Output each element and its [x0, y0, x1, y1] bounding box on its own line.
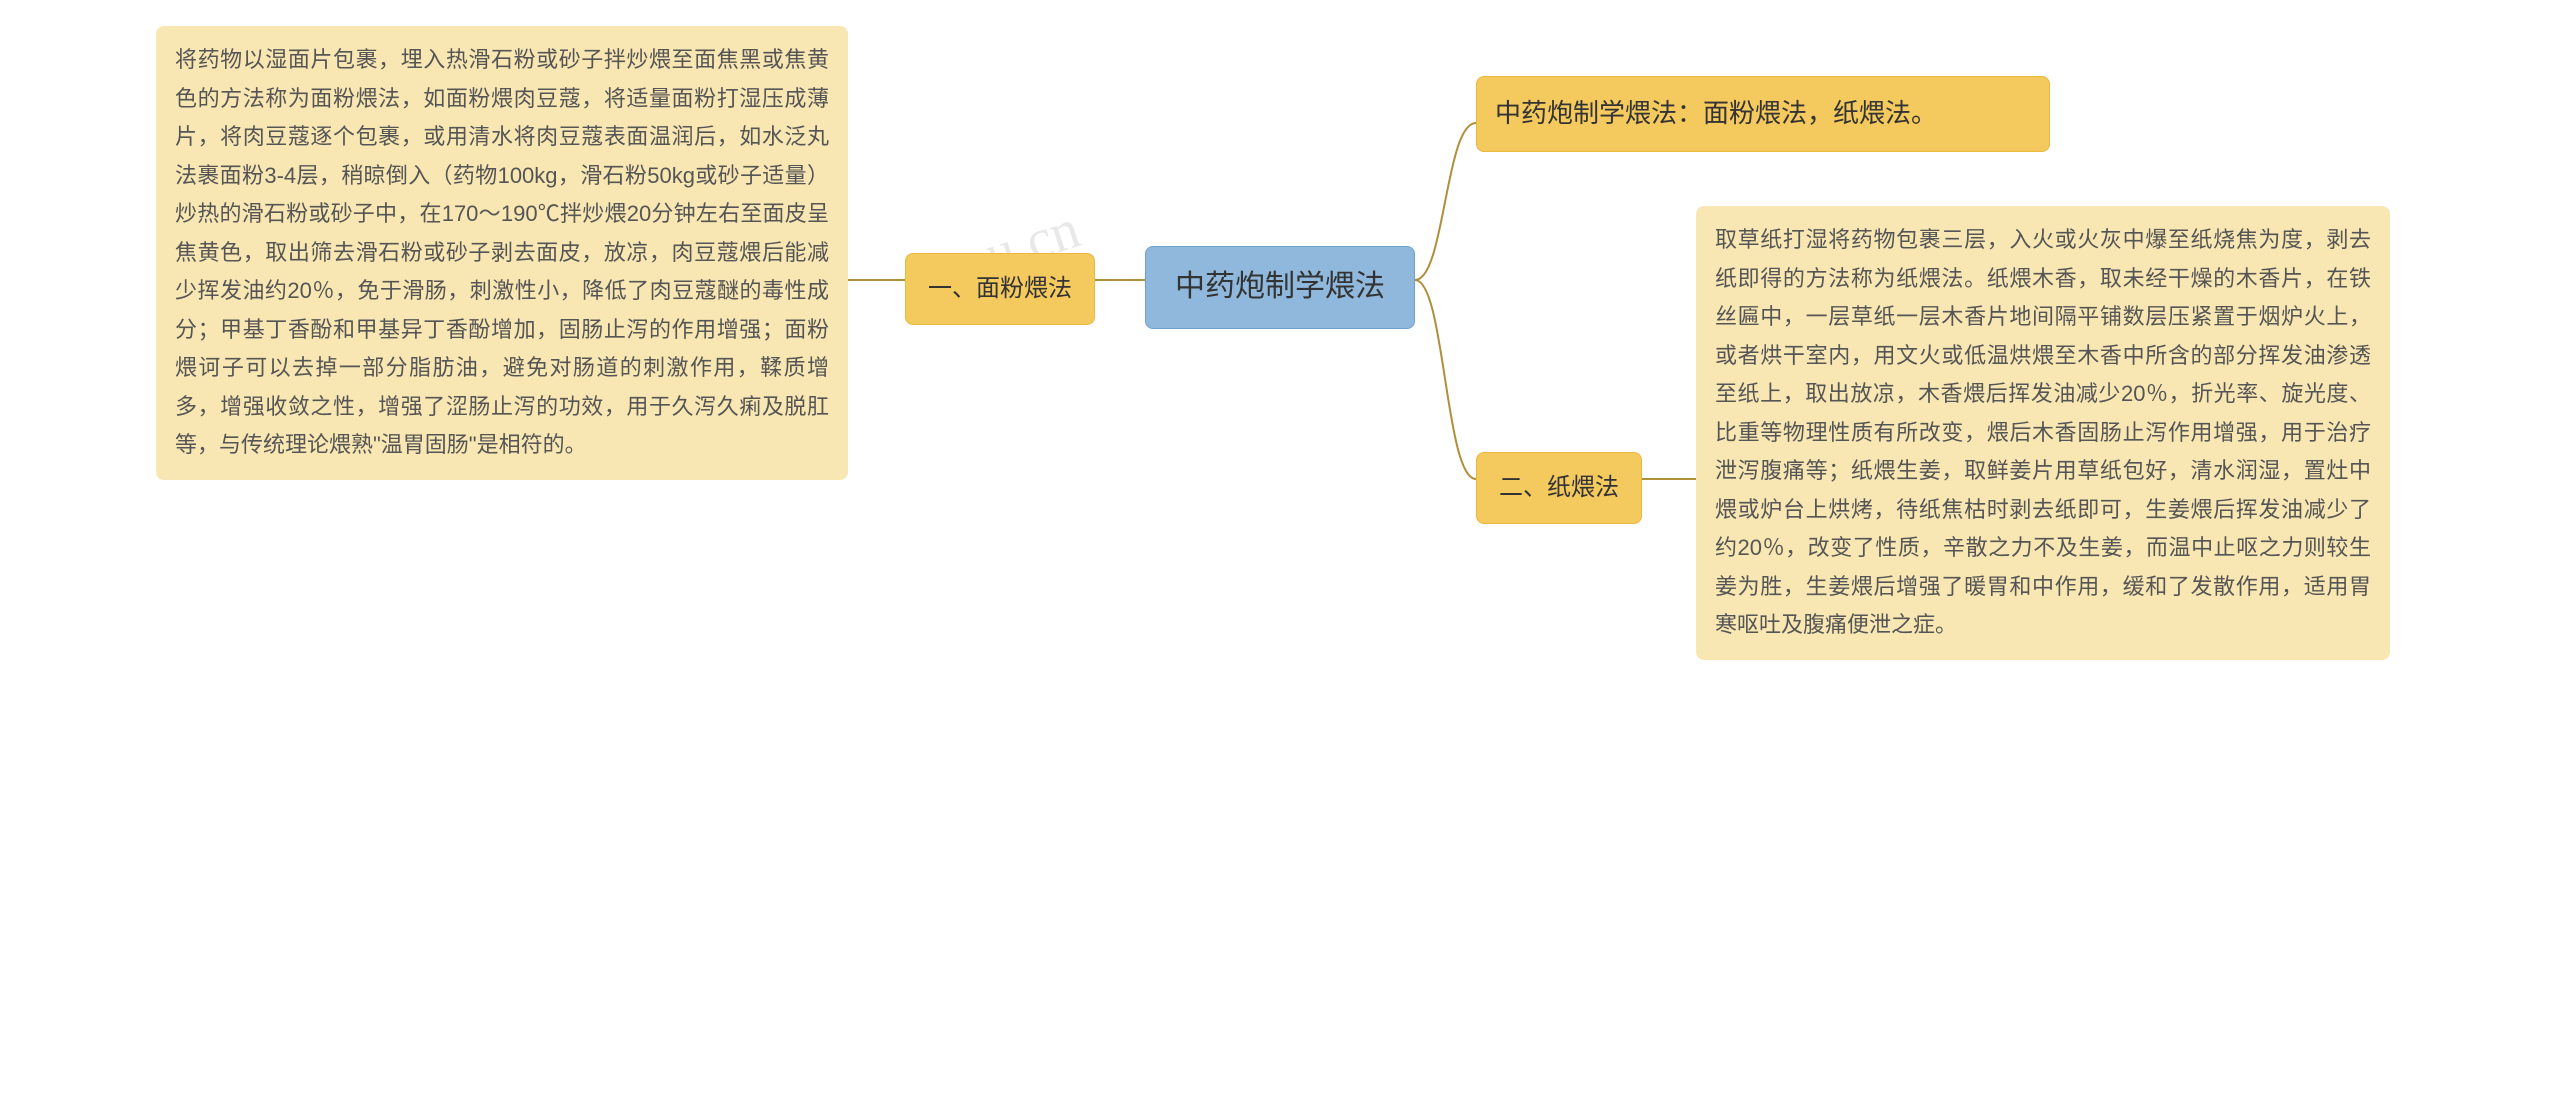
right-leaf-2-node[interactable]: 取草纸打湿将药物包裹三层，入火或火灰中爆至纸烧焦为度，剥去纸即得的方法称为纸煨法… [1696, 206, 2390, 660]
right-branch-summary-node[interactable]: 中药炮制学煨法：面粉煨法，纸煨法。 [1476, 76, 2050, 152]
right-branch-2-node[interactable]: 二、纸煨法 [1476, 452, 1642, 524]
connector [1415, 123, 1476, 280]
connector [1415, 280, 1476, 479]
root-node[interactable]: 中药炮制学煨法 [1145, 246, 1415, 329]
left-branch-node[interactable]: 一、面粉煨法 [905, 253, 1095, 325]
left-leaf-node[interactable]: 将药物以湿面片包裹，埋入热滑石粉或砂子拌炒煨至面焦黑或焦黄色的方法称为面粉煨法，… [156, 26, 848, 480]
